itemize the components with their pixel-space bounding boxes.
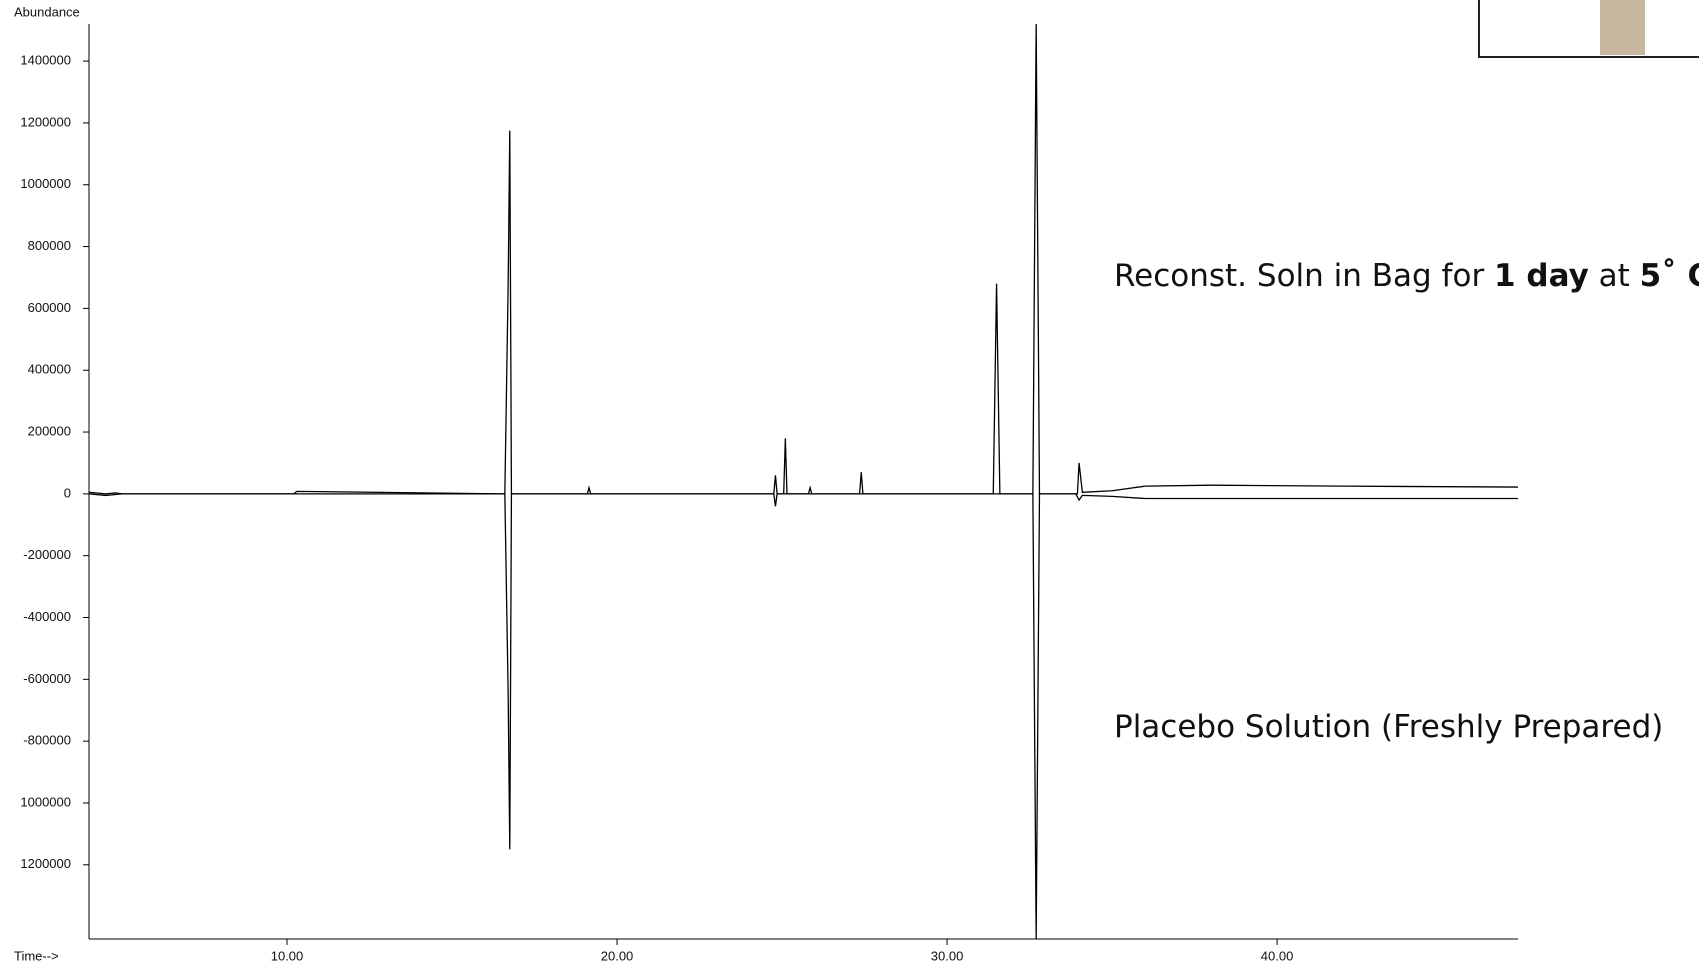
y-tick-label: 600000 [28,300,71,315]
y-tick-label: 1200000 [20,114,71,129]
annotation-part: 1 day [1494,258,1589,294]
y-tick-label: 400000 [28,362,71,377]
annotation: Placebo Solution (Freshly Prepared) [1114,709,1663,745]
y-tick-label: 0 [64,485,71,500]
webcam-frame [1478,0,1699,58]
y-tick-label: 1000000 [20,176,71,191]
annotation-part: Placebo Solution (Freshly Prepared) [1114,709,1663,745]
annotation-part: at [1589,258,1640,294]
annotation-part: Reconst. Soln in Bag for [1114,258,1494,294]
y-tick-label: -400000 [23,609,71,624]
y-tick-label: 200000 [28,423,71,438]
y-axis-label: Abundance [14,4,80,19]
x-axis-label: Time--> [14,948,59,963]
y-tick-label: 1400000 [20,53,71,68]
y-tick-label: -600000 [23,671,71,686]
x-tick-label: 10.00 [271,948,304,963]
y-tick-label: 1200000 [20,856,71,871]
x-tick-label: 30.00 [931,948,964,963]
y-tick-label: 800000 [28,238,71,253]
y-tick-label: -200000 [23,547,71,562]
x-tick-label: 40.00 [1261,948,1294,963]
trace [88,493,1518,940]
annotation: Reconst. Soln in Bag for 1 day at 5˚ C [1114,258,1699,294]
y-tick-label: 1000000 [20,794,71,809]
x-tick-label: 20.00 [601,948,634,963]
y-tick-label: -800000 [23,733,71,748]
webcam-image [1600,0,1645,55]
annotation-part: 5˚ C [1640,258,1699,294]
